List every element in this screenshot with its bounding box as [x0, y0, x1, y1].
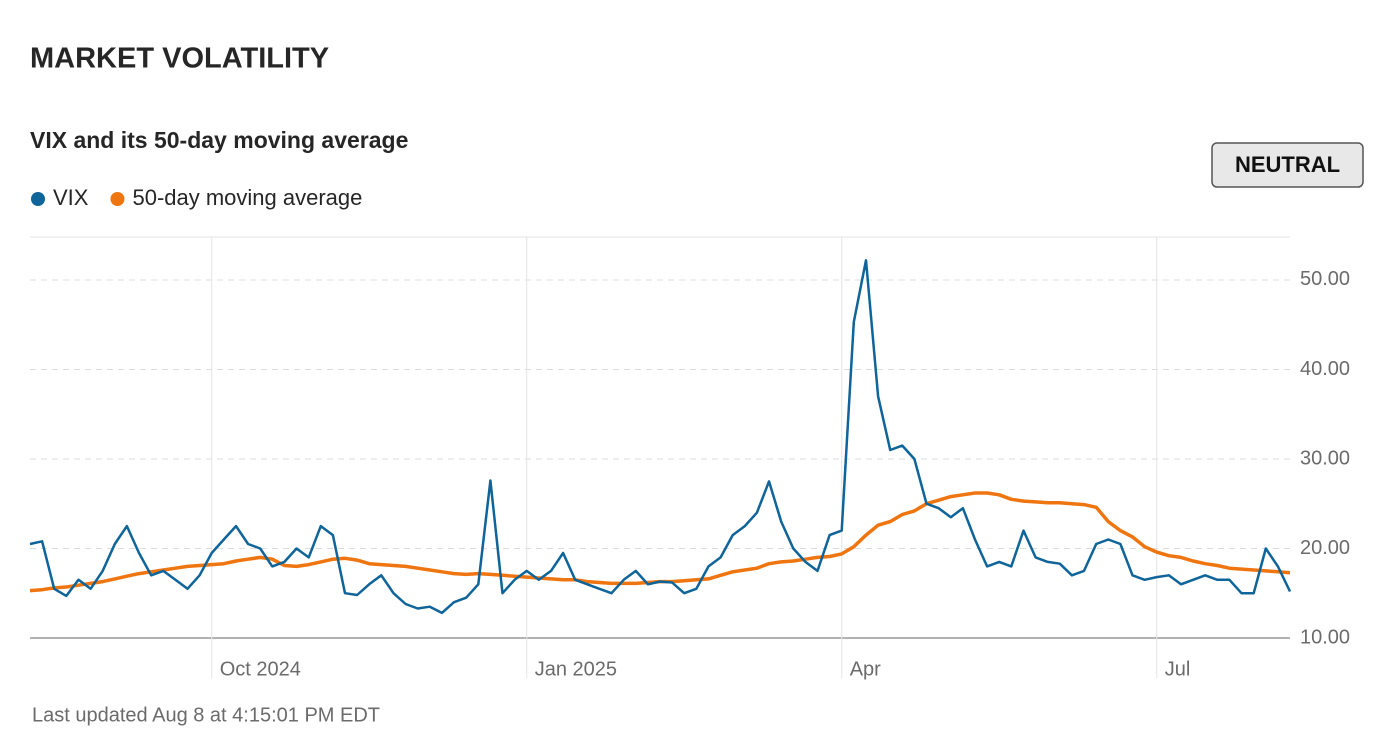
x-tick-label: Jul [1165, 658, 1191, 680]
legend-marker [110, 192, 125, 206]
series-line [29, 259, 1292, 615]
y-tick-label: 10.00 [1300, 626, 1350, 648]
badge-box [1211, 142, 1364, 188]
y-tick-label: 50.00 [1300, 268, 1350, 290]
badge-label: NEUTRAL [1235, 152, 1340, 177]
status-badge: NEUTRAL [1211, 142, 1364, 188]
x-tick-label: Apr [850, 658, 881, 680]
y-tick-label: 40.00 [1300, 358, 1350, 380]
footer-note: Last updated Aug 8 at 4:15:01 PM EDT [32, 704, 380, 726]
y-tick-label: 30.00 [1300, 447, 1350, 469]
legend-label: VIX [53, 185, 89, 210]
x-tick-label: Jan 2025 [535, 658, 617, 680]
y-tick-label: 20.00 [1300, 537, 1350, 559]
legend-label: 50-day moving average [132, 185, 362, 210]
chart-title: VIX and its 50-day moving average [30, 127, 408, 153]
page-title: MARKET VOLATILITY [30, 43, 329, 75]
legend-marker [31, 192, 45, 206]
x-tick-label: Oct 2024 [220, 658, 301, 680]
